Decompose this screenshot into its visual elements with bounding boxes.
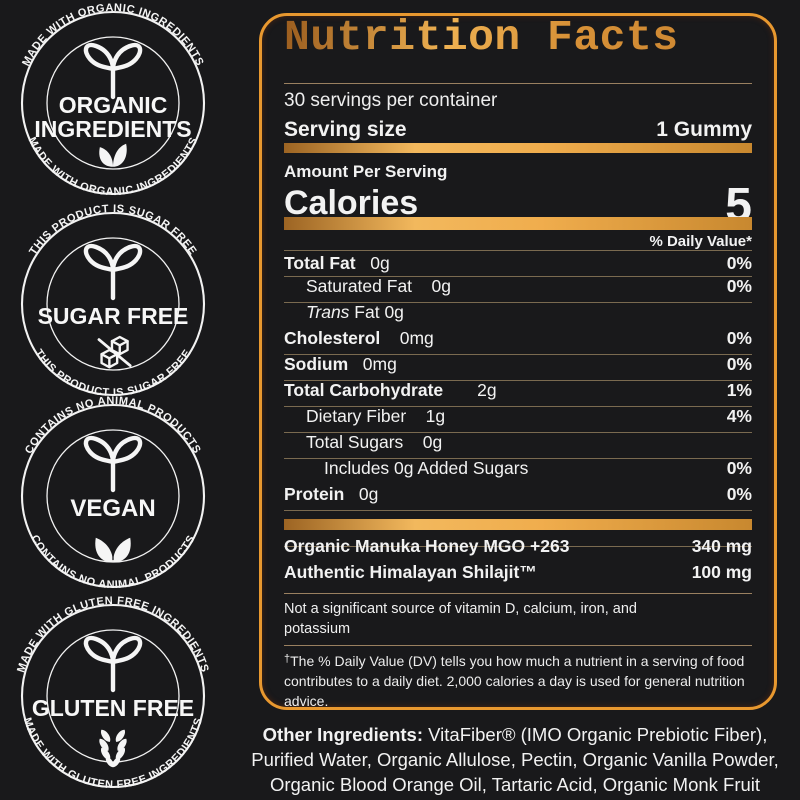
svg-text:MADE WITH ORGANIC INGREDIENTS: MADE WITH ORGANIC INGREDIENTS [20,2,206,68]
svg-text:VEGAN: VEGAN [70,495,155,522]
svg-text:ORGANIC: ORGANIC [59,92,168,118]
svg-text:INGREDIENTS: INGREDIENTS [34,116,191,142]
svg-text:THIS PRODUCT IS SUGAR FREE: THIS PRODUCT IS SUGAR FREE [27,203,199,257]
svg-text:MADE WITH GLUTEN FREE INGREDIE: MADE WITH GLUTEN FREE INGREDIENTS [21,716,205,791]
svg-text:CONTAINS NO ANIMAL PRODUCTS: CONTAINS NO ANIMAL PRODUCTS [23,395,203,456]
svg-text:SUGAR FREE: SUGAR FREE [38,303,189,329]
svg-text:GLUTEN FREE: GLUTEN FREE [32,695,194,721]
